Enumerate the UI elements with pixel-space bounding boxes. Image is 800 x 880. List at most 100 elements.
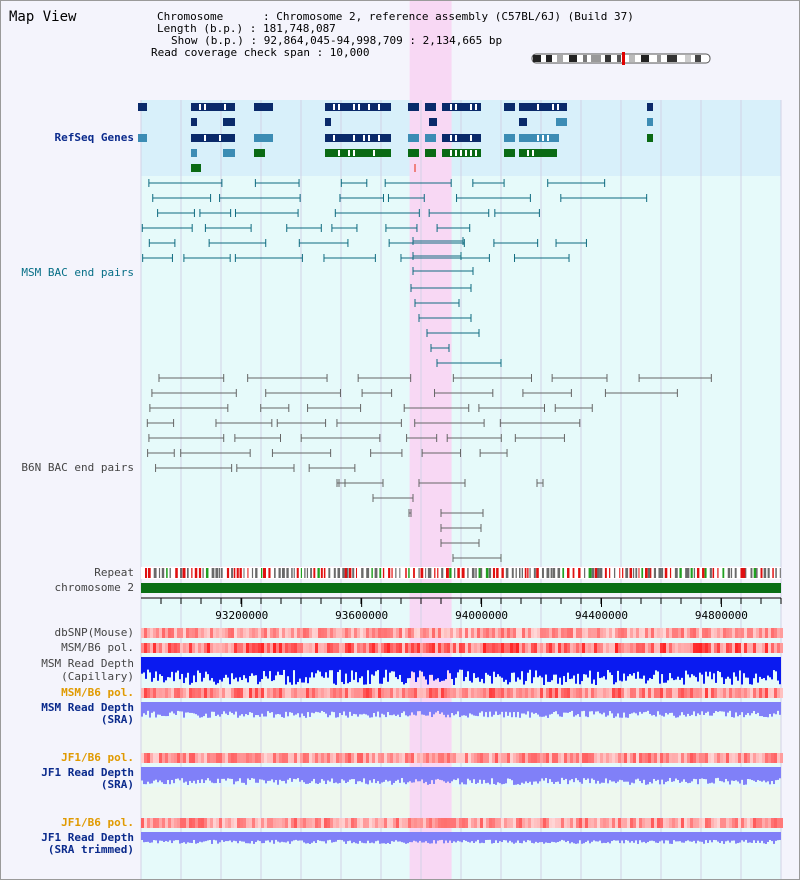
track-label-repeat[interactable]: Repeat (94, 566, 134, 579)
depth-bar (163, 702, 165, 716)
depth-bar (307, 657, 309, 684)
axis-tick-label: 94000000 (455, 609, 508, 622)
depth-bar (645, 832, 647, 844)
depth-bar (293, 702, 295, 716)
depth-bar (315, 702, 317, 712)
depth-bar (671, 767, 673, 782)
track-label-b6n-bac[interactable]: B6N BAC end pairs (21, 461, 134, 474)
track-label-msm-b6-pol-1[interactable]: MSM/B6 pol. (61, 641, 134, 654)
depth-bar (539, 702, 541, 717)
pol-heat-cell (282, 818, 285, 828)
pol-heat-cell (597, 818, 600, 828)
pol-heat-cell (498, 628, 501, 638)
track-label-dbsnp[interactable]: dbSNP(Mouse) (54, 626, 134, 639)
repeat-mark (572, 568, 575, 578)
track-label-chromosome[interactable]: chromosome 2 (54, 581, 134, 594)
track-label-jf1-read-depth-trim[interactable]: JF1 Read Depth (41, 831, 134, 844)
repeat-mark (541, 568, 544, 578)
pol-heat-cell (426, 818, 429, 828)
depth-bar (743, 657, 745, 674)
depth-bar (663, 657, 665, 683)
depth-bar (505, 702, 507, 712)
gene-exon (425, 103, 436, 111)
pol-heat-cell (288, 753, 291, 763)
track-label-msm-bac[interactable]: MSM BAC end pairs (21, 266, 134, 279)
track-label-jf1-b6-pol-2[interactable]: JF1/B6 pol. (61, 816, 134, 829)
depth-bar (467, 702, 469, 718)
pol-heat-cell (723, 643, 726, 653)
depth-bar (463, 767, 465, 785)
pol-heat-cell (465, 643, 468, 653)
pol-heat-cell (657, 818, 660, 828)
depth-bar (143, 702, 145, 714)
pol-heat-cell (324, 818, 327, 828)
pol-heat-cell (498, 688, 501, 698)
depth-bar (545, 702, 547, 716)
track-label-jf1-read-depth-sra[interactable]: JF1 Read Depth (41, 766, 134, 779)
pol-heat-cell (423, 688, 426, 698)
pol-heat-cell (411, 818, 414, 828)
pol-heat-cell (732, 688, 735, 698)
depth-bar (505, 767, 507, 784)
pol-heat-cell (495, 628, 498, 638)
depth-bar (467, 657, 469, 672)
pol-heat-cell (534, 688, 537, 698)
pol-heat-cell (651, 818, 654, 828)
pol-heat-cell (603, 818, 606, 828)
depth-bar (251, 657, 253, 674)
pol-heat-cell (213, 628, 216, 638)
depth-bar (321, 832, 323, 842)
depth-bar (153, 657, 155, 678)
depth-bar (605, 832, 607, 844)
depth-bar (453, 702, 455, 716)
depth-bar (627, 702, 629, 718)
pol-heat-cell (681, 643, 684, 653)
pol-heat-cell (420, 818, 423, 828)
pol-heat-cell (420, 643, 423, 653)
depth-bar (527, 767, 529, 784)
depth-bar (629, 832, 631, 843)
depth-bar (323, 702, 325, 713)
depth-bar (459, 767, 461, 785)
gene-exon-gap (475, 150, 477, 156)
depth-bar (753, 767, 755, 781)
depth-bar (521, 832, 523, 844)
depth-bar (407, 767, 409, 783)
depth-bar (393, 832, 395, 842)
pol-heat-cell (228, 688, 231, 698)
pol-heat-cell (645, 818, 648, 828)
depth-bar (145, 657, 147, 679)
pol-heat-cell (519, 628, 522, 638)
pol-heat-cell (402, 643, 405, 653)
depth-bar (443, 767, 445, 782)
pol-heat-cell (186, 628, 189, 638)
depth-bar (583, 657, 585, 675)
pol-heat-cell (291, 818, 294, 828)
pol-heat-cell (720, 643, 723, 653)
depth-bar (741, 767, 743, 780)
depth-bar (775, 832, 777, 841)
depth-bar (675, 832, 677, 842)
depth-bar (559, 657, 561, 678)
depth-bar (219, 657, 221, 680)
track-label-jf1-b6-pol-1[interactable]: JF1/B6 pol. (61, 751, 134, 764)
depth-bar (379, 832, 381, 844)
depth-bar (567, 702, 569, 713)
pol-heat-cell (714, 818, 717, 828)
track-label-refseq[interactable]: RefSeq Genes (54, 131, 134, 144)
depth-bar (183, 832, 185, 843)
pol-heat-cell (516, 688, 519, 698)
pol-heat-cell (180, 753, 183, 763)
pol-heat-cell (363, 688, 366, 698)
track-label-msm-read-depth-cap[interactable]: MSM Read Depth (41, 657, 134, 670)
track-label-msm-b6-pol-2[interactable]: MSM/B6 pol. (61, 686, 134, 699)
pol-heat-cell (393, 643, 396, 653)
depth-bar (507, 702, 509, 716)
depth-bar (417, 767, 419, 782)
pol-heat-cell (402, 753, 405, 763)
pol-heat-cell (312, 818, 315, 828)
pol-heat-cell (180, 643, 183, 653)
depth-bar (193, 767, 195, 781)
depth-bar (141, 767, 143, 781)
track-label-msm-read-depth-sra[interactable]: MSM Read Depth (41, 701, 134, 714)
